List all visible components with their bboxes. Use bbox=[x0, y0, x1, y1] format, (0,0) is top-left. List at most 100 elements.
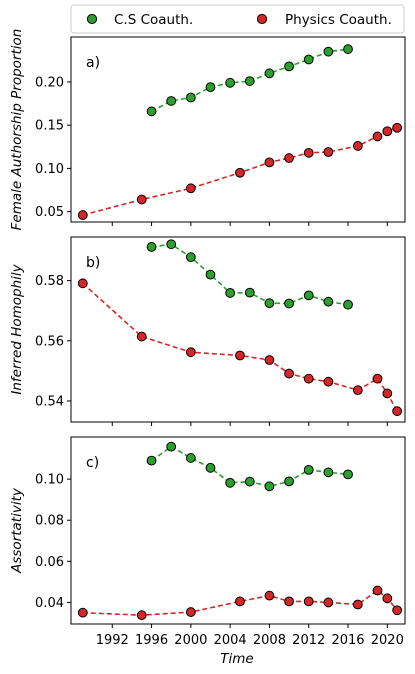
legend-marker-cs bbox=[86, 13, 98, 25]
panel-a-cs-point bbox=[303, 54, 314, 65]
panel-c-cs-point bbox=[323, 467, 334, 478]
panel-c-cs-point bbox=[343, 469, 353, 480]
panel-a-physics-point bbox=[77, 210, 88, 220]
panel-a-frame bbox=[70, 36, 406, 223]
panel-c-physics-point bbox=[185, 607, 196, 617]
panel-b-ytick-label: 0.58 bbox=[35, 274, 64, 289]
panel-b-physics-point bbox=[264, 355, 275, 365]
panel-b-physics-point bbox=[392, 406, 403, 417]
x-tick-label: 2016 bbox=[331, 633, 364, 648]
panel-a-cs-point bbox=[205, 82, 216, 93]
panel-a-physics-point bbox=[382, 126, 393, 137]
panel-c-cs-point bbox=[146, 455, 157, 466]
panel-a-cs-point bbox=[343, 44, 353, 55]
panel-a-cs-point bbox=[284, 61, 294, 72]
x-tick-label: 2000 bbox=[174, 633, 207, 648]
panel-b-cs-point bbox=[264, 298, 275, 309]
panel-b-ylabel: Inferred Homophily bbox=[9, 263, 25, 394]
panel-a-physics-point bbox=[264, 157, 275, 168]
panel-b-physics-point bbox=[382, 388, 393, 399]
panel-c-assortativity: c) 0.04 0.06 0.08 0.10 Assortativity bbox=[9, 436, 406, 628]
panel-b-cs-point bbox=[205, 269, 216, 280]
panel-c-label: c) bbox=[86, 455, 99, 471]
panel-b-cs-point bbox=[225, 288, 236, 298]
panel-a-physics-point bbox=[372, 131, 383, 142]
panel-a-physics-point bbox=[392, 122, 403, 133]
panel-b-cs-point bbox=[166, 239, 177, 250]
panel-b-ytick-label: 0.54 bbox=[35, 394, 64, 409]
panel-c-ytick-label: 0.04 bbox=[35, 596, 64, 611]
panel-a-physics-point bbox=[235, 167, 245, 178]
panel-b-cs-point bbox=[146, 242, 157, 252]
panel-c-cs-point bbox=[205, 462, 216, 473]
panel-c-ytick-label: 0.10 bbox=[35, 473, 64, 488]
panel-a-cs-point bbox=[323, 46, 334, 57]
panel-c-physics-point bbox=[136, 610, 147, 621]
x-axis-label: Time bbox=[220, 651, 253, 667]
panel-a-physics-point bbox=[303, 147, 314, 158]
panel-c-cs-point bbox=[303, 464, 314, 475]
panel-b-cs-point bbox=[323, 296, 334, 307]
panel-c-ytick-label: 0.06 bbox=[35, 555, 64, 570]
panel-c-cs-point bbox=[244, 476, 255, 487]
panel-b-physics-point bbox=[372, 373, 383, 384]
panel-a-ytick-label: 0.10 bbox=[35, 162, 64, 177]
panel-a-cs-point bbox=[166, 96, 177, 106]
panel-a-ylabel: Female Authorship Proportion bbox=[9, 29, 25, 231]
panel-a-ytick-label: 0.20 bbox=[35, 75, 64, 90]
panel-b-physics-point bbox=[323, 376, 334, 387]
panel-b-cs-point bbox=[185, 252, 196, 263]
panel-a-physics-point bbox=[323, 147, 334, 157]
panel-b-cs-point bbox=[303, 290, 314, 301]
panel-a-physics-point bbox=[185, 183, 196, 194]
panel-c-physics-point bbox=[77, 607, 88, 618]
panel-b-physics-point bbox=[303, 373, 314, 384]
panel-b-cs-point bbox=[284, 298, 294, 309]
panel-c-ytick-label: 0.08 bbox=[35, 514, 64, 529]
panel-b-physics-point bbox=[136, 331, 147, 342]
x-tick-label: 1996 bbox=[135, 633, 168, 648]
panel-b-frame bbox=[70, 236, 406, 423]
legend-marker-physics bbox=[256, 13, 268, 25]
panel-c-physics-point bbox=[372, 585, 383, 596]
panel-c-physics-point bbox=[323, 597, 334, 608]
panel-b-inferred-homophily: b) 0.54 0.56 0.58 Inferred Homophily bbox=[9, 236, 406, 426]
panel-c-cs-point bbox=[185, 453, 196, 463]
panel-b-physics-point bbox=[77, 278, 88, 289]
panel-b-physics-point bbox=[235, 350, 245, 361]
panel-c-cs-point bbox=[166, 441, 177, 452]
legend: C.S Coauth. Physics Coauth. bbox=[70, 4, 405, 34]
panel-b-label: b) bbox=[86, 255, 100, 271]
panel-b-physics-point bbox=[185, 347, 196, 358]
panel-c-frame bbox=[70, 436, 406, 625]
panel-a-physics-point bbox=[284, 153, 294, 163]
x-tick-label: 2012 bbox=[292, 633, 325, 648]
panel-b-physics-point bbox=[352, 385, 363, 396]
panel-a-cs-point bbox=[146, 106, 157, 117]
panel-a-cs-point bbox=[185, 92, 196, 103]
legend-label-cs: C.S Coauth. bbox=[114, 12, 193, 28]
x-tick-label: 2008 bbox=[253, 633, 286, 648]
panel-b-cs-point bbox=[244, 287, 255, 298]
panel-b-cs-point bbox=[343, 299, 353, 310]
x-tick-label: 2004 bbox=[214, 633, 247, 648]
panel-c-physics-point bbox=[235, 596, 245, 607]
panel-b-ytick-label: 0.56 bbox=[35, 334, 64, 349]
panel-c-physics-point bbox=[264, 590, 275, 601]
legend-label-physics: Physics Coauth. bbox=[285, 12, 392, 28]
panel-a-ytick-label: 0.05 bbox=[35, 205, 64, 220]
panel-c-cs-point bbox=[284, 476, 294, 487]
x-tick-label: 2020 bbox=[371, 633, 404, 648]
panel-c-physics-point bbox=[352, 599, 363, 610]
panel-c-physics-point bbox=[303, 596, 314, 607]
panel-a-female-authorship: a) 0.05 0.10 0.15 0.20 Female Authorship Pro… bbox=[9, 29, 406, 231]
x-axis: 1992 1996 2000 2004 2008 2012 2016 2020 bbox=[96, 633, 404, 648]
panel-c-ylabel: Assortativity bbox=[9, 487, 25, 574]
panel-b-physics-point bbox=[284, 368, 294, 379]
panel-a-cs-point bbox=[264, 68, 275, 79]
panel-c-physics-point bbox=[382, 593, 393, 604]
panel-c-physics-point bbox=[392, 605, 403, 616]
x-tick-label: 1992 bbox=[96, 633, 129, 648]
panel-a-physics-point bbox=[136, 194, 147, 205]
